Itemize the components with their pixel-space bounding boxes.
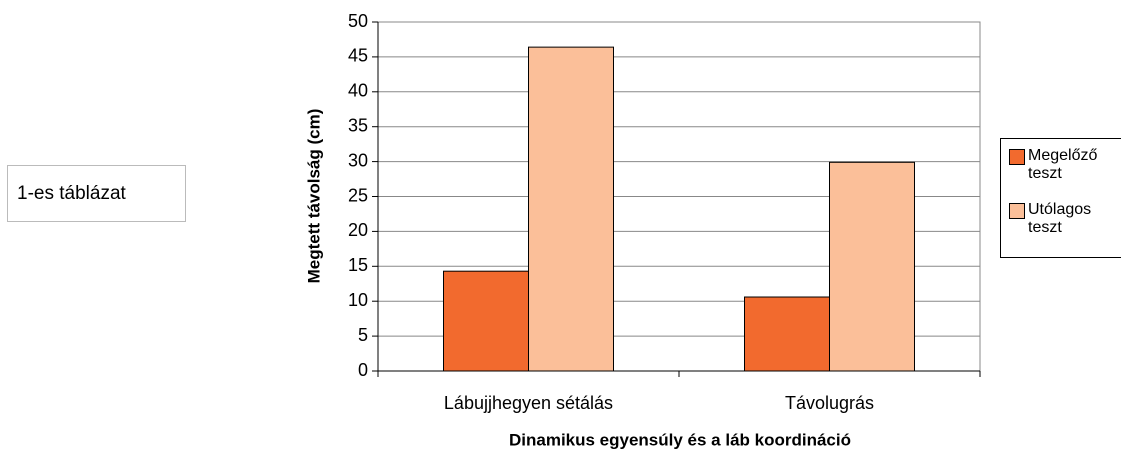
y-tick-label: 30 [348, 150, 368, 170]
legend-label: Megelőző teszt [1028, 147, 1098, 182]
annotation: 1-es táblázat [7, 165, 186, 222]
bar [528, 46, 614, 372]
legend-swatch [1009, 203, 1025, 219]
x-tick-label: Lábujjhegyen sétálás [444, 393, 613, 413]
y-axis-title: Megtett távolság (cm) [304, 109, 323, 284]
bar [744, 296, 830, 372]
y-tick-label: 20 [348, 220, 368, 240]
y-tick-label: 10 [348, 290, 368, 310]
y-tick-label: 45 [348, 46, 368, 66]
legend: Megelőző teszt Utólagos teszt [1000, 138, 1121, 258]
bar [829, 161, 915, 372]
legend-swatch [1009, 149, 1025, 165]
x-axis-title: Dinamikus egyensúly és a láb koordináció [509, 430, 851, 449]
legend-item: Megelőző teszt [1009, 147, 1121, 183]
y-tick-label: 25 [348, 185, 368, 205]
y-tick-label: 40 [348, 81, 368, 101]
legend-item: Utólagos teszt [1009, 201, 1121, 237]
legend-label: Utólagos teszt [1028, 201, 1092, 236]
x-tick-label: Távolugrás [785, 393, 874, 413]
y-tick-label: 50 [348, 11, 368, 31]
y-tick-label: 5 [358, 325, 368, 345]
bar [443, 270, 529, 372]
y-tick-label: 35 [348, 115, 368, 135]
y-tick-label: 15 [348, 255, 368, 275]
y-tick-label: 0 [358, 360, 368, 380]
